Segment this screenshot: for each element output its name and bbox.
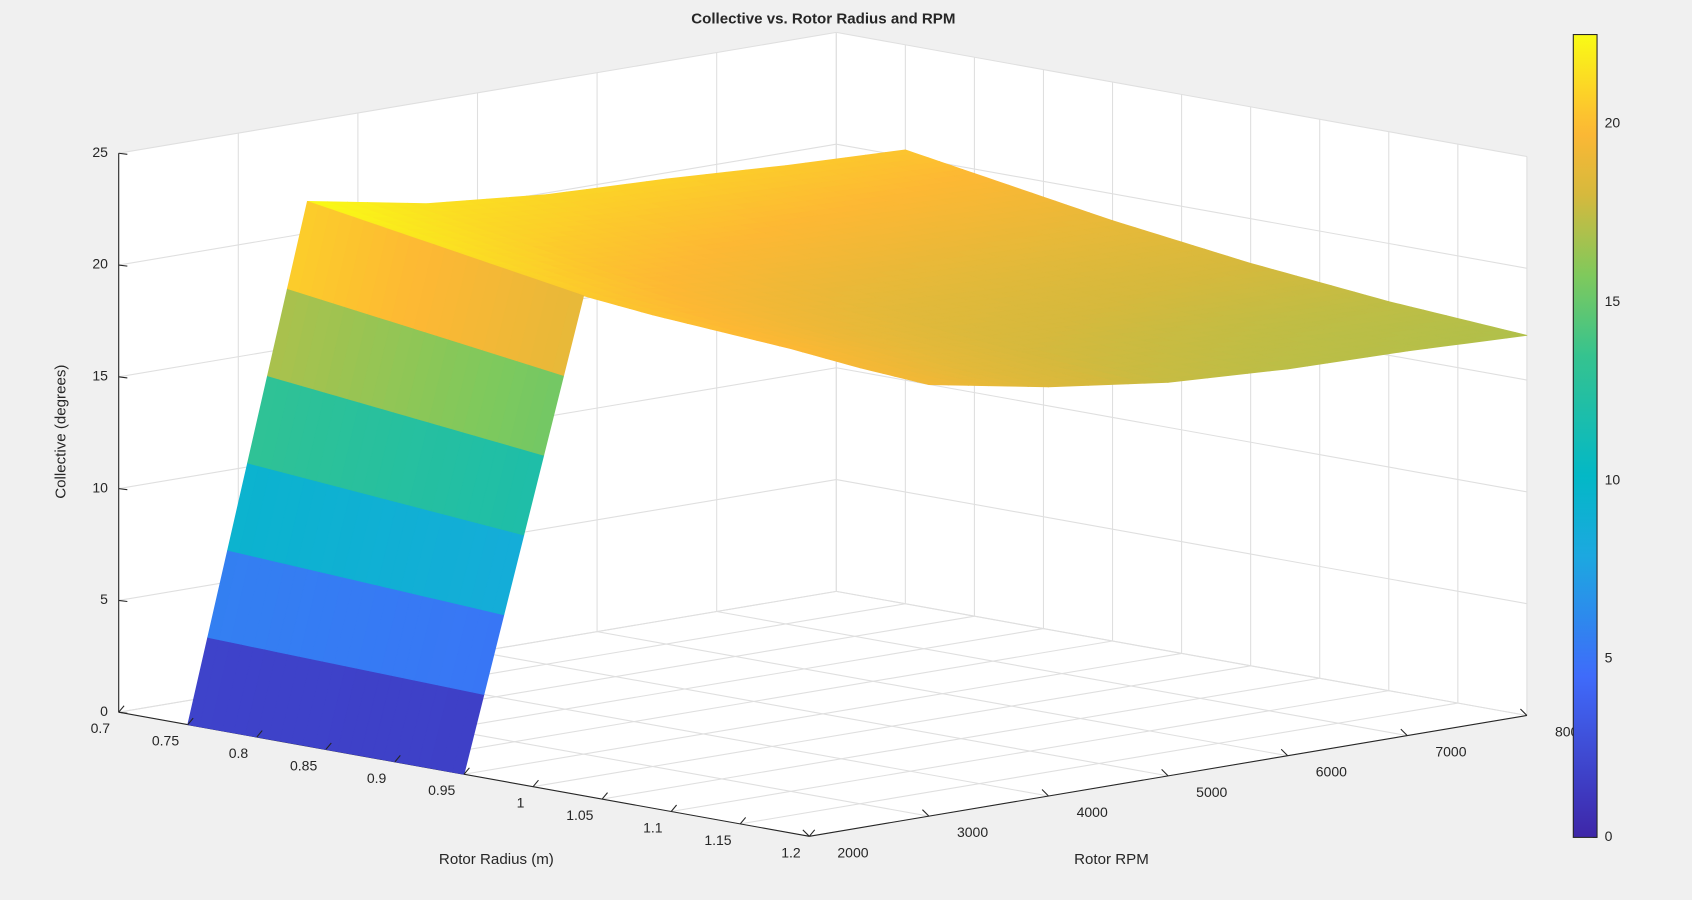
x-tick	[325, 742, 332, 750]
x-tick	[187, 717, 194, 725]
grid-line	[716, 610, 1408, 737]
z-tick	[118, 488, 128, 491]
chart-title: Collective vs. Rotor Radius and RPM	[691, 10, 955, 27]
grid-line	[477, 651, 1169, 777]
x-tick	[739, 817, 747, 825]
y-tick-label: 2000	[837, 844, 868, 860]
y-tick	[1400, 728, 1408, 736]
grid-line	[836, 590, 1527, 716]
z-tick-label: 20	[92, 256, 108, 272]
x-tick	[118, 705, 125, 713]
x-tick-label: 1.2	[781, 844, 801, 860]
grid-line	[836, 367, 1527, 493]
colorbar-tick-label: 5	[1605, 650, 1613, 666]
y-tick	[802, 829, 810, 837]
z-tick	[118, 376, 128, 379]
grid-line	[118, 31, 837, 154]
z-tick	[118, 264, 128, 267]
colorbar	[1572, 34, 1598, 838]
y-tick	[1280, 748, 1289, 757]
x-tick	[394, 755, 401, 763]
z-tick	[118, 711, 128, 714]
x-tick	[808, 829, 816, 837]
surface-patch	[1375, 348, 1408, 355]
grid-line	[596, 631, 1288, 757]
x-tick-label: 1.05	[566, 807, 593, 823]
surface	[187, 149, 1528, 775]
y-tick	[1041, 789, 1049, 797]
colorbar-tick-label: 0	[1605, 828, 1613, 844]
colorbar-tick-label: 15	[1605, 293, 1621, 309]
x-tick-label: 0.8	[229, 745, 249, 761]
x-tick	[532, 779, 539, 788]
x-tick-label: 1	[517, 795, 525, 811]
surface-patch	[1495, 332, 1528, 339]
y-tick-label: 3000	[957, 824, 988, 840]
z-tick-label: 0	[100, 703, 108, 719]
z-tick-label: 15	[92, 368, 108, 384]
z-tick	[118, 152, 128, 155]
z-axis-label: Collective (degrees)	[52, 365, 69, 499]
y-tick-label: 5000	[1196, 784, 1227, 800]
x-tick-label: 1.1	[643, 819, 663, 835]
surface-patch	[1255, 365, 1289, 372]
grid-line	[836, 31, 1527, 158]
z-tick-label: 10	[92, 479, 108, 495]
x-axis-label: Rotor Radius (m)	[439, 851, 554, 868]
surface-patch	[1016, 383, 1049, 388]
grid-line	[836, 479, 1527, 605]
y-tick-label: 7000	[1435, 744, 1466, 760]
x-tick	[463, 767, 470, 775]
y-tick	[1161, 769, 1169, 777]
colorbar-tick-label: 10	[1605, 471, 1621, 487]
x-tick-label: 1.15	[704, 832, 731, 848]
z-tick-label: 5	[100, 591, 108, 607]
surface-patch	[551, 291, 584, 376]
surface-patch	[1136, 379, 1169, 384]
x-tick	[601, 792, 608, 800]
x-tick-label: 0.7	[91, 720, 111, 736]
colorbar-tick-label: 20	[1605, 114, 1621, 130]
y-tick-label: 4000	[1077, 804, 1108, 820]
y-tick	[922, 809, 930, 817]
z-tick	[118, 599, 128, 603]
y-axis-label: Rotor RPM	[1074, 851, 1149, 868]
x-tick-label: 0.75	[152, 733, 179, 749]
x-tick	[670, 804, 677, 812]
x-tick	[256, 730, 263, 738]
grid-line	[836, 143, 1527, 269]
x-tick-label: 0.95	[428, 782, 455, 798]
x-tick-label: 0.85	[290, 757, 317, 773]
y-tick	[1520, 708, 1528, 716]
x-tick-label: 0.9	[367, 770, 387, 786]
y-tick-label: 6000	[1316, 764, 1347, 780]
z-tick-label: 25	[92, 144, 108, 160]
